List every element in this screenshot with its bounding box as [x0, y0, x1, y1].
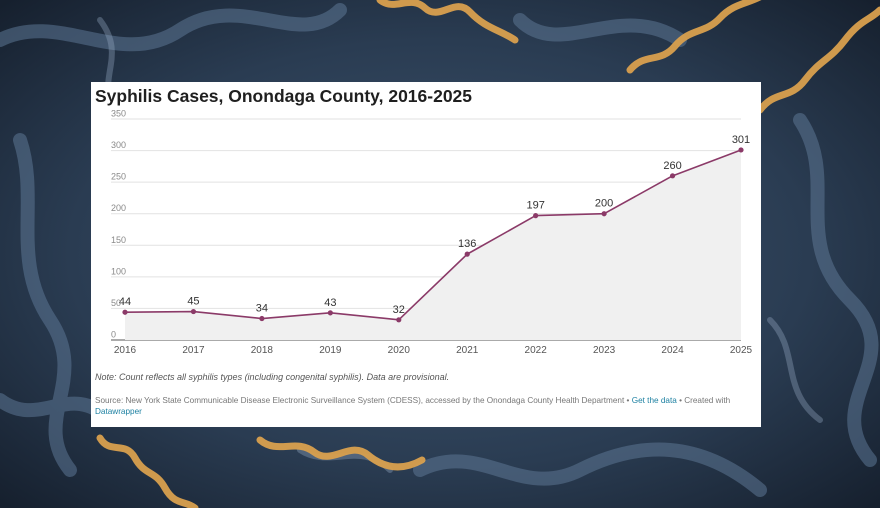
created-with-text: Created with	[684, 396, 731, 405]
x-tick-label: 2016	[114, 345, 137, 356]
data-point	[327, 310, 333, 316]
y-tick-label: 100	[111, 266, 126, 276]
data-point	[738, 147, 744, 153]
line-chart: 44 45 34 43 32 136 197 200 260 301 0 50 100 150 200 25…	[111, 109, 753, 356]
chart-title: Syphilis Cases, Onondaga County, 2016-20…	[95, 86, 473, 106]
data-point	[259, 315, 265, 322]
y-tick-label: 50	[111, 298, 121, 308]
data-point	[669, 173, 676, 179]
y-tick-label: 300	[111, 140, 126, 150]
data-point	[122, 309, 128, 315]
x-tick-label: 2017	[182, 345, 205, 356]
y-tick-label: 150	[111, 235, 126, 245]
x-tick-label: 2018	[251, 345, 274, 356]
y-tick-label: 250	[111, 172, 126, 182]
x-tick-label: 2024	[661, 345, 684, 356]
data-label: 200	[595, 198, 613, 210]
data-point	[464, 251, 470, 257]
get-the-data-link[interactable]: Get the data	[631, 396, 677, 405]
data-label: 43	[324, 297, 336, 309]
x-tick-label: 2020	[388, 345, 411, 356]
data-label: 197	[526, 200, 544, 212]
data-label: 301	[732, 134, 750, 146]
chart-note: Note: Count reflects all syphilis types …	[95, 372, 450, 382]
data-label: 45	[187, 296, 199, 308]
data-point	[396, 317, 402, 323]
data-label: 34	[256, 303, 268, 315]
y-tick-label: 200	[111, 203, 126, 213]
datawrapper-link[interactable]: Datawrapper	[95, 406, 142, 416]
data-point	[190, 308, 197, 315]
data-label: 136	[458, 238, 476, 250]
data-label: 44	[119, 296, 131, 308]
x-tick-label: 2022	[525, 345, 548, 356]
data-label: 260	[663, 160, 681, 172]
source-separator: •	[626, 396, 630, 405]
x-tick-label: 2019	[319, 345, 342, 356]
x-tick-label: 2023	[593, 345, 616, 356]
chart-card: Syphilis Cases, Onondaga County, 2016-20…	[91, 82, 761, 427]
y-tick-label: 350	[111, 109, 126, 119]
x-tick-label: 2021	[456, 345, 479, 356]
data-point	[601, 211, 607, 217]
data-label: 32	[393, 304, 405, 316]
source-separator: •	[679, 396, 682, 405]
source-text: Source: New York State Communicable Dise…	[95, 396, 625, 405]
chart-source: Source: New York State Communicable Dise…	[95, 396, 755, 417]
y-tick-label: 0	[111, 330, 116, 340]
area-fill	[125, 149, 741, 340]
series-line	[124, 149, 742, 321]
x-tick-label: 2025	[730, 345, 753, 356]
data-point	[533, 213, 539, 219]
